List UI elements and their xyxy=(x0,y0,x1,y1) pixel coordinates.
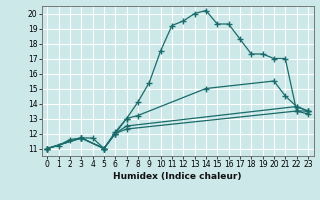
X-axis label: Humidex (Indice chaleur): Humidex (Indice chaleur) xyxy=(113,172,242,181)
